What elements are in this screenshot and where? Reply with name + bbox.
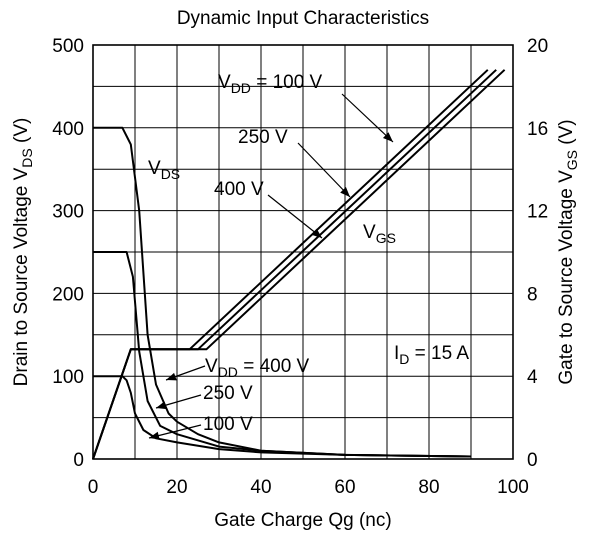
vdd-250v-vds-arrow-head: [156, 401, 167, 410]
y-axis-left-label: Drain to Source Voltage VDS (V): [11, 118, 35, 387]
vdd-250v-vgs-arrow-head: [340, 187, 350, 197]
vdd-400v-vds-arrow-head: [166, 372, 177, 381]
vdd-250v-vds-label: 250 V: [203, 383, 253, 404]
vds-curve-2: [93, 375, 472, 458]
vds-curve-1: [93, 251, 472, 458]
x-tick-label: 40: [250, 477, 271, 498]
vdd-250v-vgs-label: 250 V: [238, 127, 288, 148]
y-left-tick-label: 200: [52, 284, 84, 305]
y-left-tick-label: 0: [73, 450, 84, 471]
drain-current-label: ID = 15 A: [394, 343, 469, 367]
y-left-tick-label: 300: [52, 202, 84, 223]
annotation-arrows: [148, 93, 394, 440]
vdd-100v-vgs-label: VDD = 100 V: [218, 72, 323, 96]
vdd-100v-vds-arrow-head: [149, 431, 160, 440]
vdd-250v-vgs-arrow: [297, 142, 351, 198]
y-axis-right-label: Gate to Source Voltage VGS (V): [556, 119, 580, 384]
y-right-tick-label: 12: [527, 202, 548, 223]
vdd-400v-vds-label: VDD = 400 V: [205, 356, 310, 380]
vdd-100v-vgs-arrow-head: [382, 132, 393, 142]
chart-title: Dynamic Input Characteristics: [177, 8, 429, 29]
x-tick-label: 80: [418, 477, 439, 498]
y-right-tick-label: 16: [527, 119, 548, 140]
y-right-tick-label: 20: [527, 36, 548, 57]
x-tick-label: 20: [166, 477, 187, 498]
vgs-curve-label: VGS: [363, 222, 396, 246]
y-right-tick-label: 4: [527, 367, 538, 388]
vdd-100v-vds-label: 100 V: [203, 414, 253, 435]
y-right-tick-label: 0: [527, 450, 538, 471]
vds-curve-label: VDS: [148, 158, 180, 182]
y-left-tick-label: 100: [52, 367, 84, 388]
x-tick-label: 100: [497, 477, 529, 498]
x-axis-label: Gate Charge Qg (nc): [214, 510, 391, 531]
x-tick-label: 0: [88, 477, 99, 498]
grid: [93, 45, 513, 459]
plot-frame: [92, 44, 514, 460]
x-tick-label: 60: [334, 477, 355, 498]
vgs-curve-5: [92, 69, 489, 460]
tick-labels: 0 20 40 60 80 100 0 100 200 300 400 500 0 4 8 12 16 20: [52, 36, 548, 498]
vdd-100v-vgs-arrow: [341, 93, 394, 143]
y-left-tick-label: 400: [52, 119, 84, 140]
vdd-400v-vgs-arrow-head: [311, 228, 322, 238]
vdd-400v-vgs-arrow: [267, 194, 323, 239]
curves: [92, 69, 506, 460]
y-right-tick-label: 8: [527, 284, 538, 305]
vdd-400v-vgs-label: 400 V: [214, 179, 264, 200]
annotations: VDD = 100 V 250 V 400 V VGS VDS VDD = 40…: [148, 72, 469, 435]
y-left-tick-label: 500: [52, 36, 84, 57]
